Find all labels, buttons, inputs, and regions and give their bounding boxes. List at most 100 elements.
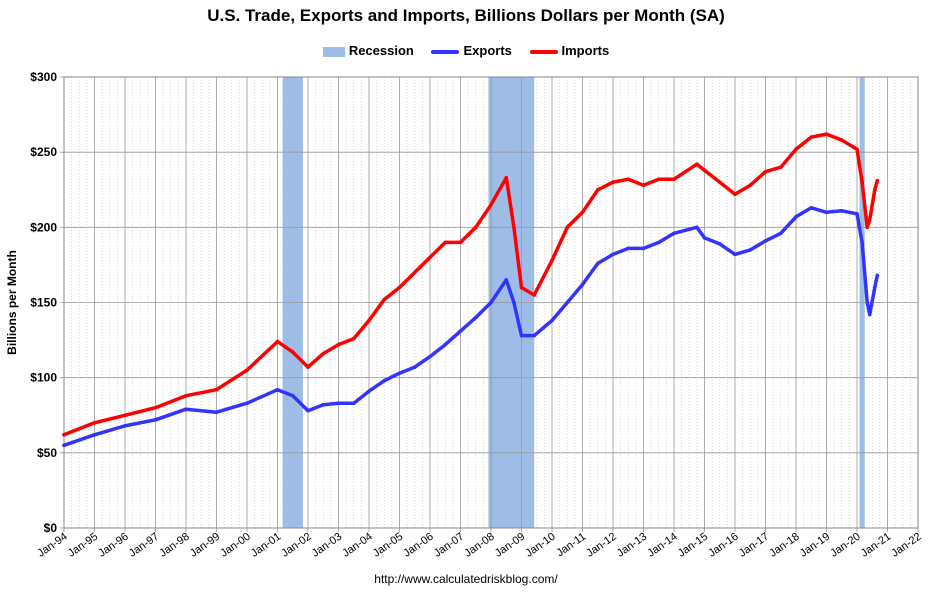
x-tick-label: Jan-08 <box>462 531 496 560</box>
x-tick-label: Jan-19 <box>798 531 832 560</box>
x-tick-label: Jan-97 <box>127 531 161 560</box>
exports-point <box>865 300 869 305</box>
exports-point <box>733 252 737 257</box>
exports-point <box>794 215 798 219</box>
imports-point <box>532 293 537 297</box>
imports-point <box>872 187 877 192</box>
exports-point <box>275 387 280 392</box>
exports-point <box>550 318 554 323</box>
exports-point <box>672 231 676 236</box>
x-tick-label: Jan-16 <box>706 531 740 560</box>
x-tick-label: Jan-96 <box>96 531 130 560</box>
exports-point <box>656 240 661 245</box>
imports-point <box>839 138 844 142</box>
imports-point <box>397 285 402 290</box>
exports-point <box>748 248 753 252</box>
chart-title: U.S. Trade, Exports and Imports, Billion… <box>207 6 725 25</box>
exports-point <box>62 443 66 448</box>
imports-point <box>367 318 371 323</box>
imports-point <box>865 225 869 230</box>
imports-point <box>489 202 493 207</box>
y-tick-label: $300 <box>30 70 57 84</box>
x-tick-labels: Jan-94Jan-95Jan-96Jan-97Jan-98Jan-99Jan-… <box>35 531 923 560</box>
exports-point <box>824 210 829 215</box>
exports-point <box>860 240 864 245</box>
x-tick-label: Jan-12 <box>584 531 618 560</box>
y-axis-label: Billions per Month <box>5 250 19 355</box>
x-tick-label: Jan-95 <box>66 531 100 560</box>
x-tick-label: Jan-03 <box>310 531 344 560</box>
exports-point <box>123 423 127 428</box>
imports-point <box>695 162 699 166</box>
imports-point <box>428 255 432 260</box>
exports-point <box>245 401 249 406</box>
exports-point <box>855 212 859 216</box>
x-tick-label: Jan-00 <box>218 531 252 560</box>
imports-line <box>62 132 880 437</box>
imports-point <box>855 147 859 151</box>
imports-point <box>123 413 127 418</box>
chart-legend: Recession Exports Imports <box>0 42 932 58</box>
x-tick-label: Jan-01 <box>249 531 283 560</box>
exports-point <box>184 407 188 412</box>
imports-point <box>611 180 615 185</box>
x-tick-label: Jan-11 <box>554 531 588 560</box>
imports-point <box>733 192 737 197</box>
exports-point <box>336 401 341 406</box>
x-tick-label: Jan-99 <box>188 531 222 560</box>
imports-point <box>763 169 768 174</box>
x-tick-label: Jan-10 <box>523 531 557 560</box>
exports-point <box>702 236 707 240</box>
imports-point <box>473 225 478 230</box>
x-tick-label: Jan-02 <box>279 531 313 560</box>
legend-label-imports: Imports <box>561 43 610 59</box>
legend-label-recession: Recession <box>348 43 414 59</box>
exports-point <box>428 354 432 359</box>
x-tick-label: Jan-18 <box>767 531 801 560</box>
imports-point <box>504 175 509 180</box>
imports-point <box>860 180 864 185</box>
source-url: http://www.calculatedriskblog.com/ <box>374 572 558 586</box>
imports-point <box>702 168 707 173</box>
exports-point <box>532 333 537 338</box>
x-tick-label: Jan-05 <box>371 531 405 560</box>
imports-point <box>717 180 722 185</box>
exports-point <box>809 205 814 210</box>
exports-point <box>153 417 158 422</box>
x-tick-label: Jan-14 <box>645 531 679 560</box>
imports-point <box>656 177 661 182</box>
exports-point <box>504 278 509 282</box>
imports-point <box>412 270 417 275</box>
exports-point <box>641 246 646 251</box>
exports-point <box>839 208 844 213</box>
exports-point <box>565 300 570 305</box>
y-tick-label: $50 <box>37 446 57 460</box>
exports-point <box>290 393 295 398</box>
x-tick-label: Jan-22 <box>889 531 923 560</box>
imports-point <box>641 183 646 188</box>
exports-point <box>92 432 97 437</box>
legend-swatch-exports <box>431 49 460 54</box>
exports-point <box>397 371 402 375</box>
imports-point <box>153 405 158 410</box>
imports-point <box>867 218 872 222</box>
x-tick-label: Jan-20 <box>828 531 862 560</box>
exports-point <box>875 273 880 278</box>
imports-point <box>321 351 326 356</box>
exports-line <box>62 206 880 448</box>
exports-point <box>595 261 600 266</box>
exports-point <box>351 401 356 406</box>
x-tick-label: Jan-04 <box>340 531 374 560</box>
imports-point <box>748 183 753 188</box>
imports-point <box>809 135 814 139</box>
exports-point <box>695 225 699 230</box>
plot-frame <box>63 76 919 529</box>
imports-point <box>290 350 295 354</box>
exports-point <box>489 300 493 305</box>
x-tick-label: Jan-07 <box>432 531 466 560</box>
x-tick-label: Jan-15 <box>676 531 710 560</box>
exports-point <box>580 282 585 287</box>
imports-point <box>565 225 570 230</box>
y-tick-labels: $0 $50 $100 $150 $200 $250 $300 <box>30 70 57 535</box>
x-tick-label: Jan-09 <box>493 531 527 560</box>
